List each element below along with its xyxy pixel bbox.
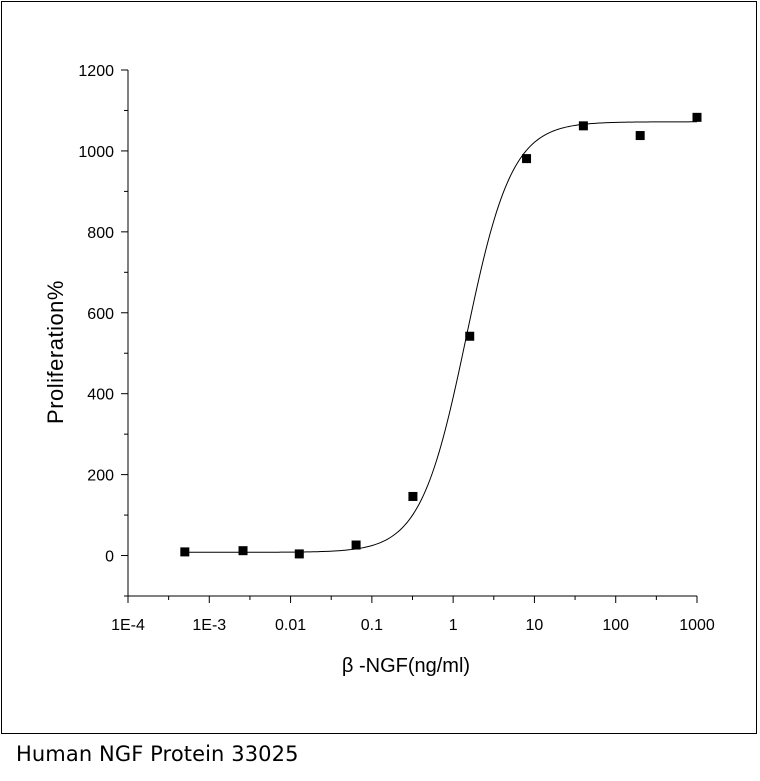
fit-curve — [184, 121, 697, 553]
data-point — [408, 491, 418, 501]
data-point — [351, 540, 361, 550]
x-tick-label: 0.1 — [361, 617, 383, 634]
data-point — [180, 547, 190, 557]
figure-caption: Human NGF Protein 33025 — [16, 742, 299, 766]
ticks: 0 200 400 600 800 1000 1200 1E-4 1E-3 0.01 0.1 1 10 1… — [78, 63, 714, 634]
x-tick-label: 1E-3 — [192, 617, 226, 634]
y-tick-label: 200 — [87, 468, 114, 485]
data-point — [238, 546, 248, 556]
y-tick-label: 600 — [87, 306, 114, 323]
data-point — [578, 121, 588, 131]
data-points — [180, 112, 702, 559]
data-point — [294, 549, 304, 559]
data-point — [692, 112, 702, 122]
x-axis-label: β -NGF(ng/ml) — [342, 655, 470, 677]
figure-frame — [1, 1, 757, 734]
data-point — [465, 331, 475, 341]
y-tick-label: 1200 — [78, 63, 114, 80]
y-axis-label: Proliferation% — [43, 280, 68, 424]
x-tick-label: 0.01 — [275, 617, 306, 634]
x-tick-label: 1E-4 — [111, 617, 145, 634]
y-tick-label: 400 — [87, 387, 114, 404]
dose-response-chart: 0 200 400 600 800 1000 1200 1E-4 1E-3 0.01 0.1 1 10 1… — [43, 63, 715, 677]
y-tick-label: 1000 — [78, 144, 114, 161]
y-tick-label: 800 — [87, 225, 114, 242]
x-tick-label: 100 — [602, 617, 629, 634]
data-point — [522, 154, 532, 164]
axes — [127, 70, 697, 597]
y-tick-label: 0 — [105, 549, 114, 566]
data-point — [635, 131, 645, 141]
x-tick-label: 1 — [449, 617, 458, 634]
x-tick-label: 10 — [526, 617, 544, 634]
x-tick-label: 1000 — [679, 617, 715, 634]
